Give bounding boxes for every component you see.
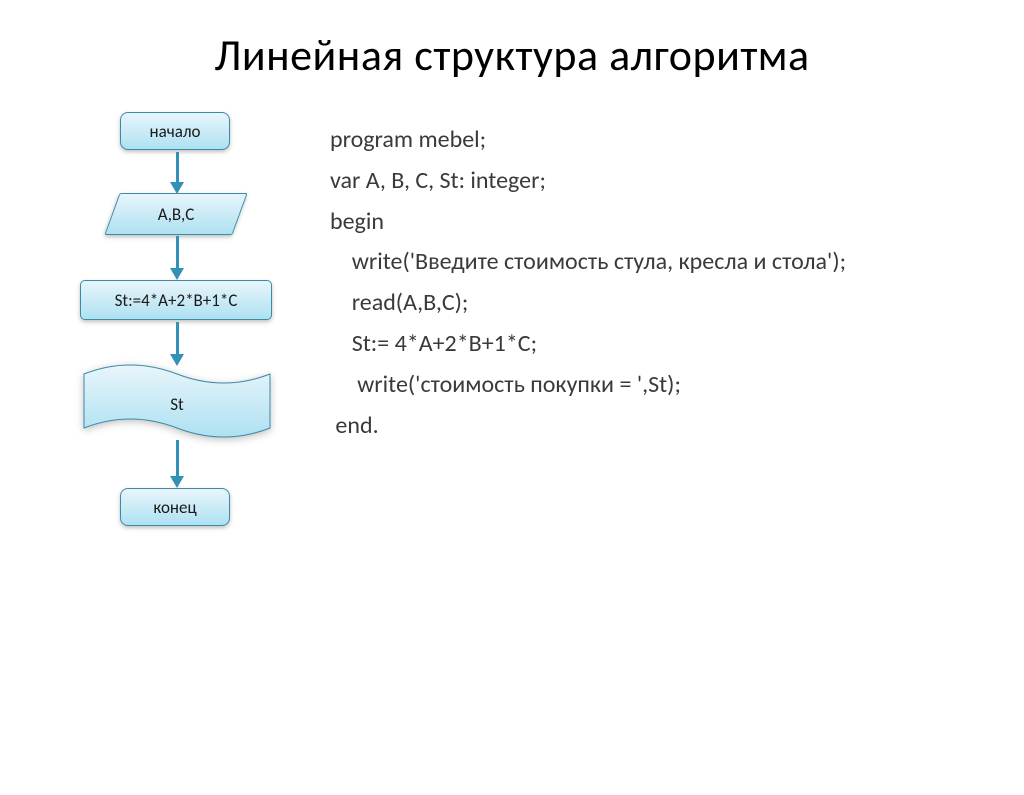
code-line: begin bbox=[330, 202, 974, 243]
node-label: конец bbox=[153, 497, 196, 518]
code-line: write('Введите стоимость стула, кресла и… bbox=[330, 242, 974, 283]
node-label: A,B,C bbox=[112, 194, 240, 234]
code-line: read(A,B,C); bbox=[330, 283, 974, 324]
content-area: начало A,B,C St:=4*A+2*B+1*C bbox=[0, 112, 1024, 672]
node-label: St:=4*A+2*B+1*C bbox=[115, 290, 238, 311]
flowchart-node-start: начало bbox=[120, 112, 230, 150]
node-label: начало bbox=[150, 121, 201, 142]
node-label: St bbox=[82, 362, 272, 440]
slide-title: Линейная структура алгоритма bbox=[0, 28, 1024, 82]
code-listing: program mebel; var A, B, C, St: integer;… bbox=[310, 112, 974, 672]
flowchart-node-end: конец bbox=[120, 488, 230, 526]
flowchart: начало A,B,C St:=4*A+2*B+1*C bbox=[50, 112, 310, 672]
code-line: St:= 4*A+2*B+1*C; bbox=[330, 324, 974, 365]
code-line: end. bbox=[330, 406, 974, 447]
code-line: var A, B, C, St: integer; bbox=[330, 161, 974, 202]
code-line: program mebel; bbox=[330, 120, 974, 161]
flowchart-node-process: St:=4*A+2*B+1*C bbox=[80, 280, 272, 320]
flowchart-node-output: St bbox=[82, 362, 272, 440]
code-line: write('стоимость покупки = ',St); bbox=[330, 365, 974, 406]
flowchart-node-input: A,B,C bbox=[112, 194, 240, 234]
